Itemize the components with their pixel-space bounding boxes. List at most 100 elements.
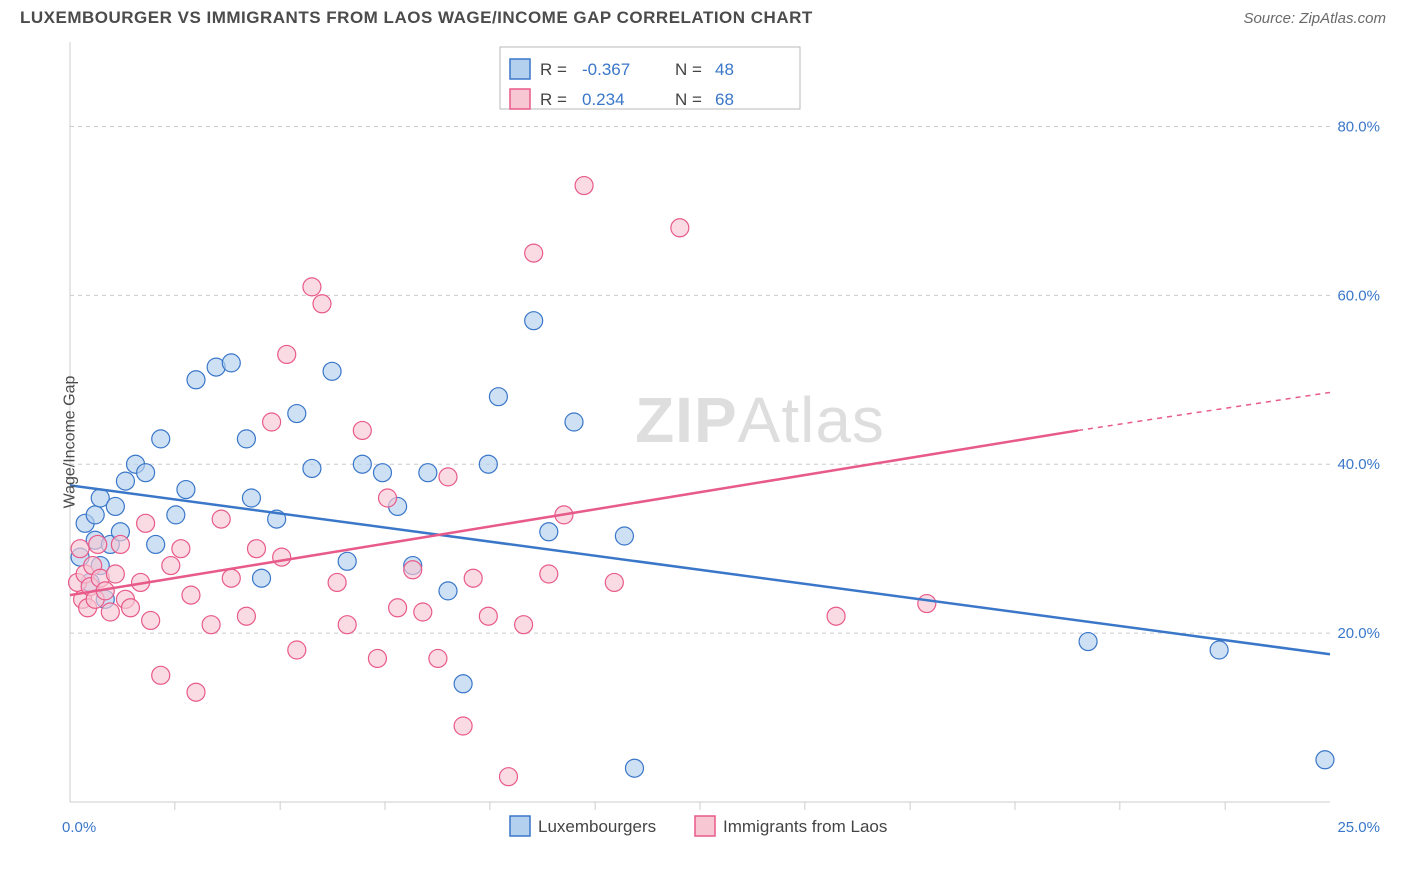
data-point [429, 649, 447, 667]
data-point [288, 405, 306, 423]
data-point [1079, 633, 1097, 651]
legend-r-value: -0.367 [582, 60, 630, 79]
data-point [263, 413, 281, 431]
data-point [182, 586, 200, 604]
data-point [86, 506, 104, 524]
data-point [288, 641, 306, 659]
legend-n-value: 48 [715, 60, 734, 79]
watermark: ZIPAtlas [635, 384, 885, 456]
data-point [152, 666, 170, 684]
data-point [177, 481, 195, 499]
legend-n-value: 68 [715, 90, 734, 109]
legend-series-label: Luxembourgers [538, 817, 656, 836]
data-point [338, 616, 356, 634]
data-point [167, 506, 185, 524]
data-point [71, 540, 89, 558]
source-attrib: Source: ZipAtlas.com [1243, 10, 1386, 27]
data-point [338, 552, 356, 570]
y-tick-label: 20.0% [1337, 625, 1380, 642]
data-point [414, 603, 432, 621]
data-point [116, 472, 134, 490]
chart-title: LUXEMBOURGER VS IMMIGRANTS FROM LAOS WAG… [20, 8, 813, 28]
data-point [152, 430, 170, 448]
data-point [187, 683, 205, 701]
legend-swatch [510, 816, 530, 836]
data-point [1210, 641, 1228, 659]
x-tick-label: 0.0% [62, 819, 96, 836]
data-point [303, 278, 321, 296]
data-point [202, 616, 220, 634]
legend-series-label: Immigrants from Laos [723, 817, 887, 836]
data-point [187, 371, 205, 389]
data-point [540, 565, 558, 583]
data-point [162, 557, 180, 575]
data-point [525, 244, 543, 262]
legend-n-label: N = [675, 60, 702, 79]
data-point [89, 535, 107, 553]
data-point [499, 768, 517, 786]
data-point [212, 510, 230, 528]
legend-swatch [510, 59, 530, 79]
y-tick-label: 40.0% [1337, 456, 1380, 473]
data-point [918, 595, 936, 613]
data-point [389, 599, 407, 617]
correlation-scatter-chart: 20.0% 40.0% 60.0% 80.0% 0.0% 25.0% ZIPAtlas R =… [20, 32, 1386, 852]
data-point [237, 430, 255, 448]
legend-r-label: R = [540, 90, 567, 109]
x-tick-label: 25.0% [1337, 819, 1380, 836]
data-point [515, 616, 533, 634]
data-point [565, 413, 583, 431]
data-point [101, 603, 119, 621]
data-point [454, 717, 472, 735]
data-point [278, 345, 296, 363]
data-point [575, 177, 593, 195]
data-point [222, 569, 240, 587]
data-point [142, 611, 160, 629]
data-point [242, 489, 260, 507]
data-point [253, 569, 271, 587]
legend-r-label: R = [540, 60, 567, 79]
data-point [605, 573, 623, 591]
y-tick-label: 80.0% [1337, 118, 1380, 135]
data-point [439, 582, 457, 600]
data-point [137, 464, 155, 482]
data-point [379, 489, 397, 507]
data-point [323, 362, 341, 380]
data-point [540, 523, 558, 541]
data-point [827, 607, 845, 625]
data-point [615, 527, 633, 545]
data-point [147, 535, 165, 553]
data-point [353, 421, 371, 439]
data-point [237, 607, 255, 625]
data-point [353, 455, 371, 473]
data-point [373, 464, 391, 482]
data-point [479, 455, 497, 473]
data-point [106, 565, 124, 583]
data-point [313, 295, 331, 313]
data-point [222, 354, 240, 372]
data-point [525, 312, 543, 330]
data-point [303, 459, 321, 477]
data-point [247, 540, 265, 558]
data-point [489, 388, 507, 406]
data-point [368, 649, 386, 667]
data-point [479, 607, 497, 625]
data-point [328, 573, 346, 591]
data-point [671, 219, 689, 237]
data-point [464, 569, 482, 587]
data-point [137, 514, 155, 532]
data-point [273, 548, 291, 566]
data-point [439, 468, 457, 486]
data-point [1316, 751, 1334, 769]
data-point [121, 599, 139, 617]
legend-r-value: 0.234 [582, 90, 625, 109]
data-point [106, 497, 124, 515]
legend-swatch [510, 89, 530, 109]
data-point [111, 535, 129, 553]
data-point [625, 759, 643, 777]
y-tick-label: 60.0% [1337, 287, 1380, 304]
trend-line-extrapolated [1078, 392, 1330, 430]
y-axis-label: Wage/Income Gap [61, 376, 79, 509]
legend-swatch [695, 816, 715, 836]
legend-n-label: N = [675, 90, 702, 109]
